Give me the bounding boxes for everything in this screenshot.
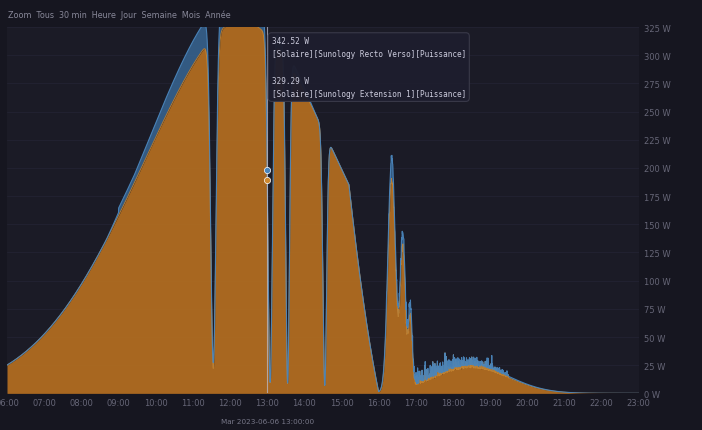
Text: Zoom  Tous  30 min  Heure  Jour  Semaine  Mois  Année: Zoom Tous 30 min Heure Jour Semaine Mois… [8,11,231,20]
Text: 342.52 W
[Solaire][Sunology Recto Verso][Puissance]

329.29 W
[Solaire][Sunology: 342.52 W [Solaire][Sunology Recto Verso]… [272,37,466,99]
Text: Mar 2023-06-06 13:00:00: Mar 2023-06-06 13:00:00 [220,418,314,424]
